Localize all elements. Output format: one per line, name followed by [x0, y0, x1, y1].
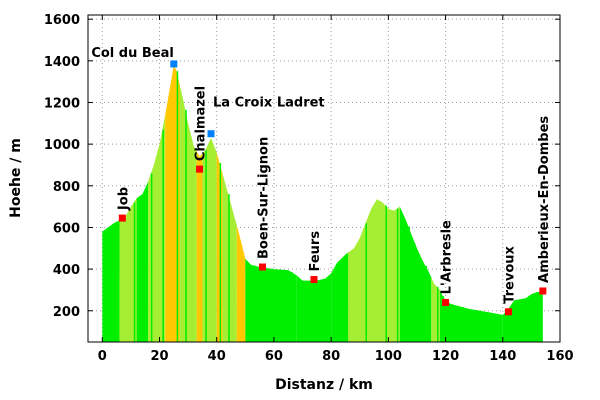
- place-marker: [539, 287, 547, 295]
- y-axis-title: Hoehe / m: [8, 138, 24, 218]
- profile-stripe: [265, 267, 267, 342]
- y-tick-label: 200: [53, 305, 80, 320]
- profile-stripe: [162, 129, 164, 342]
- y-tick-label: 1600: [44, 13, 80, 28]
- y-tick-label: 1200: [44, 96, 80, 111]
- x-tick-label: 160: [546, 349, 573, 364]
- place-marker: [170, 60, 178, 68]
- x-tick-label: 120: [432, 349, 459, 364]
- profile-segment: [296, 273, 332, 342]
- profile-stripe: [185, 109, 187, 342]
- profile-stripe: [448, 303, 450, 342]
- profile-segment: [136, 181, 149, 342]
- axis-ticks: 0 20 40 60 80 100 120 140 160 200 400 600 800 1000 120…: [44, 13, 574, 364]
- profile-stripe: [110, 225, 113, 342]
- profile-stripe: [319, 279, 322, 342]
- profile-stripe: [477, 310, 479, 342]
- x-tick-label: 0: [98, 349, 107, 364]
- place-label: La Croix Ladret: [213, 96, 325, 111]
- profile-stripe: [302, 280, 304, 342]
- profile-stripe: [408, 226, 410, 342]
- place-label: Trevoux: [503, 245, 518, 303]
- elevation-profile: [102, 65, 543, 342]
- profile-stripe: [442, 296, 445, 342]
- profile-segment: [245, 258, 297, 342]
- place-marker: [258, 263, 266, 271]
- profile-stripe: [253, 265, 256, 342]
- profile-stripe: [534, 293, 536, 342]
- profile-segment: [196, 151, 203, 342]
- profile-segment: [236, 225, 246, 342]
- place-label: Chalmazel: [194, 86, 209, 161]
- profile-stripe: [505, 311, 508, 342]
- profile-stripe: [133, 202, 136, 342]
- profile-segment: [216, 152, 223, 342]
- profile-stripe: [365, 223, 367, 342]
- place-marker: [118, 214, 126, 222]
- profile-segment: [165, 65, 180, 342]
- profile-stripe: [488, 312, 490, 342]
- profile-stripe: [150, 173, 153, 342]
- profile-stripe: [425, 266, 428, 342]
- place-marker: [196, 165, 204, 173]
- profile-stripe: [396, 208, 399, 342]
- place-label: L'Arbresle: [440, 220, 455, 294]
- profile-stripe: [339, 260, 342, 342]
- profile-stripe: [228, 194, 230, 342]
- profile-stripe: [205, 150, 207, 342]
- y-tick-label: 1000: [44, 138, 80, 153]
- place-label: Job: [116, 187, 131, 211]
- y-tick-label: 600: [53, 221, 80, 236]
- x-tick-label: 60: [265, 349, 283, 364]
- place-marker: [207, 130, 215, 138]
- profile-stripe: [139, 196, 141, 342]
- profile-segment: [202, 137, 217, 342]
- place-label: Boen-Sur-Lignon: [256, 137, 271, 259]
- profile-stripe: [528, 296, 530, 342]
- profile-segment: [119, 198, 137, 342]
- profile-stripe: [517, 299, 519, 342]
- profile-stripe: [116, 221, 119, 342]
- place-label: Feurs: [308, 231, 323, 272]
- profile-stripe: [462, 307, 465, 342]
- x-tick-label: 80: [322, 349, 340, 364]
- place-labels: Job Col du Beal Chalmazel La Croix Ladret Bo…: [91, 46, 552, 304]
- profile-segment: [399, 206, 432, 342]
- plot-frame: [87, 14, 561, 343]
- y-tick-label: 1400: [44, 55, 80, 70]
- profile-stripe: [279, 269, 282, 342]
- x-tick-label: 140: [489, 349, 516, 364]
- profile-segment: [179, 83, 197, 342]
- x-tick-label: 100: [375, 349, 402, 364]
- place-label: Col du Beal: [91, 46, 174, 61]
- place-markers: [118, 60, 547, 316]
- place-label: Amberieux-En-Dombes: [537, 116, 552, 283]
- profile-segment: [439, 289, 503, 342]
- y-tick-label: 800: [53, 180, 80, 195]
- profile-stripe: [385, 205, 387, 342]
- profile-stripe: [219, 162, 222, 342]
- x-tick-label: 20: [150, 349, 168, 364]
- x-tick-label: 40: [208, 349, 226, 364]
- place-marker: [505, 308, 513, 316]
- y-tick-label: 400: [53, 263, 80, 278]
- x-axis-title: Distanz / km: [275, 377, 373, 393]
- place-marker: [310, 276, 318, 284]
- place-marker: [442, 298, 450, 306]
- profile-segment: [348, 199, 400, 342]
- profile-stripe: [437, 286, 439, 342]
- profile-stripe: [291, 271, 293, 342]
- profile-segment: [502, 292, 543, 342]
- profile-stripe: [176, 71, 179, 342]
- profile-stripe: [328, 275, 330, 342]
